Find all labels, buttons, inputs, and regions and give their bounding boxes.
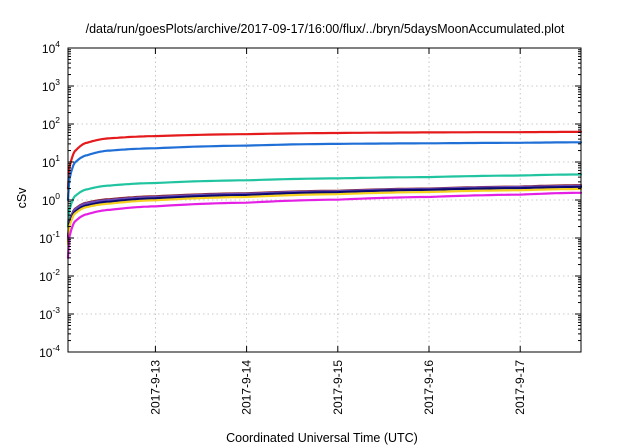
y-tick-label: 10-1: [39, 229, 60, 246]
x-tick-label: 2017-9-16: [422, 360, 436, 415]
y-tick-label: 102: [42, 115, 60, 132]
y-tick-label: 10-4: [39, 343, 60, 360]
x-axis-label: Coordinated Universal Time (UTC): [226, 431, 418, 445]
series-line-1: [66, 130, 583, 190]
series-layer: [66, 130, 583, 259]
ticks: [68, 47, 581, 353]
series-line-8: [66, 191, 583, 259]
x-tick-label: 2017-9-13: [148, 360, 162, 415]
grid: [68, 48, 581, 352]
y-tick-label: 103: [42, 77, 60, 94]
series-line-2: [66, 141, 583, 202]
x-tick-label: 2017-9-17: [513, 360, 527, 415]
y-tick-label: 100: [42, 191, 60, 208]
chart-title: /data/run/goesPlots/archive/2017-09-17/1…: [86, 22, 565, 36]
y-tick-label: 10-2: [39, 267, 60, 284]
y-axis-label: cSv: [15, 187, 29, 209]
tick-labels: 10-4 10-3 10-2 10-1 100 101 102 103 104 2017-9-13…: [39, 39, 527, 415]
series-line-3: [66, 173, 583, 228]
series-line-7: [66, 187, 583, 245]
y-tick-label: 104: [42, 39, 60, 56]
x-tick-label: 2017-9-14: [240, 360, 254, 415]
y-tick-label: 10-3: [39, 305, 60, 322]
x-tick-label: 2017-9-15: [331, 360, 345, 415]
y-tick-label: 101: [42, 153, 60, 170]
